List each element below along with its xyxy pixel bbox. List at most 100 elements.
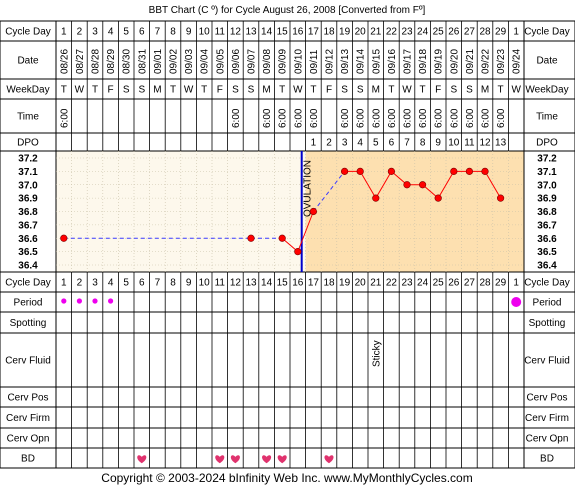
temp-point[interactable] [372, 194, 380, 202]
row-label-right-dpo: DPO [536, 138, 558, 149]
cerv-fluid-label: Sticky [371, 340, 382, 367]
row-label-date: Date [17, 56, 39, 67]
row-label-right-cycle-day: Cycle Day [524, 27, 570, 38]
time-label: 6:00 [465, 108, 476, 128]
row-label-right-cerv-opn: Cerv Opn [526, 434, 569, 445]
time-label: 6:00 [293, 108, 304, 128]
weekday-label: S [232, 85, 239, 96]
cycle-day-top: 7 [155, 27, 161, 38]
y-tick-right: 36.8 [537, 207, 557, 218]
temp-point[interactable] [403, 181, 411, 189]
cycle-day-top: 10 [199, 27, 211, 38]
weekday-label: T [498, 85, 504, 96]
weekday-label: W [511, 85, 521, 96]
cycle-day-top: 20 [355, 27, 367, 38]
time-label: 6:00 [59, 108, 70, 128]
temp-point[interactable] [278, 234, 286, 242]
date-label: 09/20 [449, 49, 460, 74]
weekday-label: S [248, 85, 255, 96]
date-label: 08/28 [91, 49, 102, 74]
weekday-label: M [153, 85, 161, 96]
temp-line-segment [437, 171, 455, 199]
dpo-label: 10 [448, 138, 460, 149]
temp-point[interactable] [294, 248, 302, 256]
dpo-label: 4 [357, 138, 363, 149]
bd-heart-icon [137, 455, 147, 464]
y-tick-left: 37.0 [18, 180, 38, 191]
temp-line-interpolated [313, 171, 345, 212]
dpo-label: 7 [404, 138, 410, 149]
row-label-dpo: DPO [17, 138, 39, 149]
cycle-day-bottom: 16 [292, 278, 304, 289]
cycle-day-bottom: 25 [433, 278, 445, 289]
date-label: 09/03 [184, 49, 195, 74]
temp-point[interactable] [387, 167, 396, 175]
temp-point[interactable] [309, 207, 318, 216]
row-label-cycle-day: Cycle Day [5, 278, 51, 289]
temp-point[interactable] [341, 167, 349, 175]
period-start-dot [511, 297, 522, 307]
time-label: 6:00 [418, 108, 429, 128]
weekday-label: W [184, 85, 194, 96]
cycle-day-top: 26 [448, 27, 460, 38]
temp-point[interactable] [247, 234, 255, 242]
weekday-label: F [108, 85, 114, 96]
row-label-bd: BD [21, 454, 35, 465]
cycle-day-top: 1 [513, 27, 519, 38]
temp-point[interactable] [465, 167, 474, 175]
cycle-day-bottom: 17 [308, 278, 320, 289]
time-label: 6:00 [371, 108, 382, 128]
time-label: 6:00 [496, 108, 507, 128]
temp-line-segment [484, 171, 502, 199]
cycle-day-top: 21 [370, 27, 382, 38]
time-label: 6:00 [403, 108, 414, 128]
temp-point[interactable] [419, 181, 427, 189]
cycle-day-top: 29 [495, 27, 507, 38]
date-label: 09/06 [231, 49, 242, 74]
weekday-label: F [435, 85, 441, 96]
weekday-label: S [138, 85, 145, 96]
date-label: 08/31 [137, 49, 148, 74]
weekday-label: M [481, 85, 489, 96]
cycle-day-bottom: 18 [323, 278, 335, 289]
cycle-day-bottom: 23 [401, 278, 413, 289]
dpo-label: 2 [326, 138, 332, 149]
period-dot [92, 298, 98, 304]
time-label: 6:00 [387, 108, 398, 128]
row-label-right-cerv-fluid: Cerv Fluid [524, 356, 570, 367]
cycle-day-top: 4 [108, 27, 114, 38]
cycle-day-bottom: 8 [170, 278, 176, 289]
row-label-right-time: Time [536, 112, 558, 123]
cycle-day-bottom: 22 [386, 278, 398, 289]
weekday-label: S [450, 85, 457, 96]
bd-heart-icon [262, 455, 272, 464]
y-tick-right: 37.2 [537, 154, 557, 165]
temp-point[interactable] [434, 194, 442, 202]
cycle-day-top: 14 [261, 27, 273, 38]
row-label-right-bd: BD [540, 454, 554, 465]
y-tick-left: 36.4 [18, 261, 38, 272]
date-label: 09/17 [403, 49, 414, 74]
temp-point[interactable] [60, 234, 68, 242]
cycle-day-bottom: 12 [230, 278, 242, 289]
cycle-day-bottom: 1 [513, 278, 519, 289]
period-dot [61, 298, 67, 304]
y-tick-right: 36.7 [537, 220, 557, 231]
copyright-footer[interactable]: Copyright © 2003-2024 bInfinity Web Inc.… [101, 471, 472, 485]
y-tick-right: 36.5 [537, 247, 557, 258]
date-label: 09/02 [169, 49, 180, 74]
cycle-day-bottom: 24 [417, 278, 429, 289]
temp-line-segment [297, 211, 314, 252]
temp-point[interactable] [450, 167, 458, 175]
row-label-right-date: Date [536, 56, 558, 67]
temp-point[interactable] [481, 167, 489, 175]
date-label: 09/18 [418, 49, 429, 74]
bd-heart-icon [215, 455, 225, 464]
cycle-day-top: 2 [77, 27, 83, 38]
temp-point[interactable] [356, 167, 364, 175]
date-label: 09/10 [293, 49, 304, 74]
dpo-label: 6 [389, 138, 395, 149]
cycle-day-top: 12 [230, 27, 242, 38]
temp-point[interactable] [497, 194, 505, 202]
